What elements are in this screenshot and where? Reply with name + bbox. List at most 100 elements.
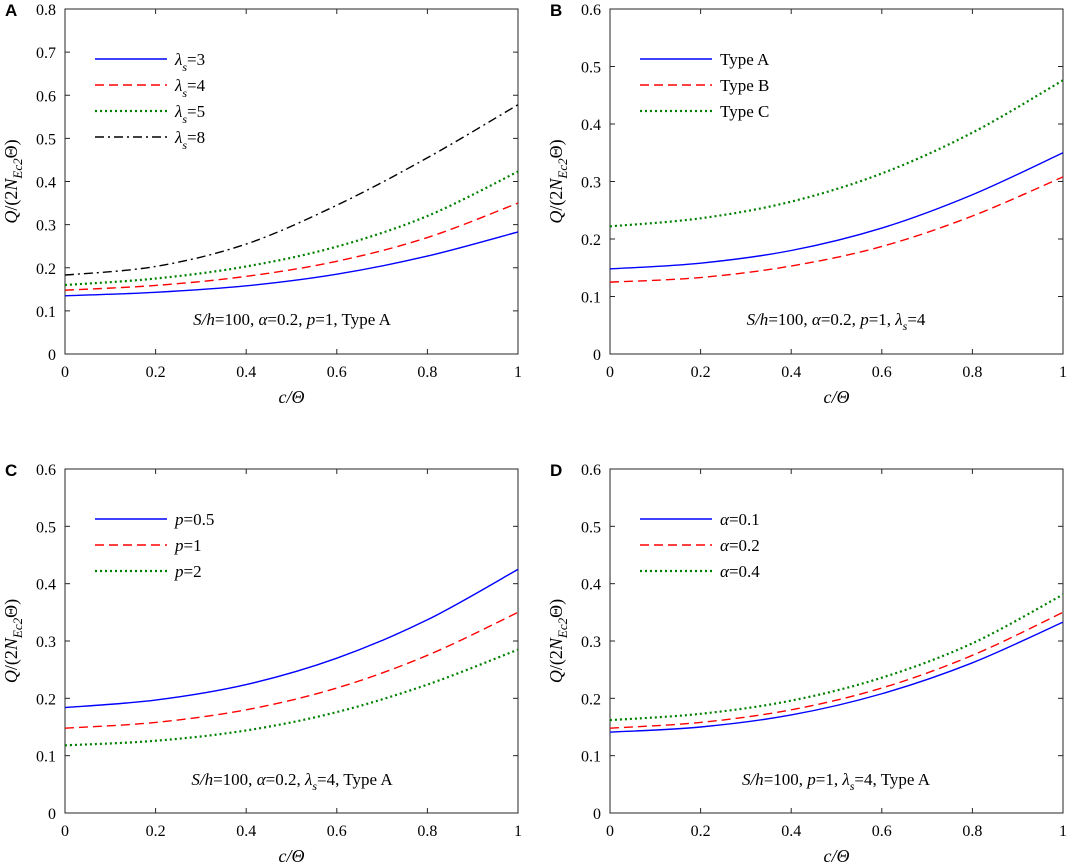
panel-label: B [550, 1, 562, 20]
annotation-part: =0.2, [821, 310, 860, 329]
y-tick-label: 0.1 [581, 290, 601, 307]
panel-label: C [5, 461, 17, 480]
y-label-part: /(2 [1, 191, 22, 211]
legend-main: λ [174, 50, 182, 69]
y-tick-label: 0.4 [36, 577, 56, 594]
series-line-4 [64, 104, 519, 276]
x-tick-label: 1 [1059, 364, 1067, 381]
y-label-sub: Ec2 [10, 617, 25, 639]
y-label-tail: Θ) [1, 139, 22, 158]
y-tick-label: 0.4 [581, 117, 601, 134]
y-label-q: Q [1, 211, 21, 224]
y-label-tail: Θ) [1, 599, 22, 618]
series-line-3 [64, 648, 519, 747]
annotation-part: =4 [907, 310, 926, 329]
y-axis-label: Q/(2NEc2Θ) [1, 139, 25, 223]
y-label-sub: Ec2 [555, 158, 570, 180]
annotation-part: =4, Type A [854, 770, 930, 789]
y-tick-label: 0.3 [581, 175, 601, 192]
annotation-part: s [850, 779, 855, 793]
y-tick-label: 0.1 [581, 749, 601, 766]
series-line-3 [64, 170, 519, 287]
plot-frame [609, 468, 1064, 814]
annotation-part: p [306, 310, 316, 329]
x-axis-label: c/Θ [824, 846, 850, 865]
legend-main: α [720, 536, 730, 555]
legend-entry-3: p=2 [174, 562, 202, 581]
annotation: S/h=100, α=0.2, p=1, Type A [193, 310, 391, 329]
annotation: S/h=100, p=1, λs=4, Type A [742, 770, 931, 793]
annotation-part: p [859, 310, 869, 329]
panel-label: D [550, 461, 562, 480]
y-axis-label: Q/(2NEc2Θ) [546, 599, 570, 683]
y-label-n: N [546, 637, 566, 651]
legend-main: p [174, 510, 184, 529]
x-tick-label: 0.6 [872, 823, 892, 840]
legend-entry-1: λs=3 [174, 50, 205, 74]
x-tick-label: 0.4 [781, 823, 801, 840]
x-tick-label: 1 [1059, 823, 1067, 840]
x-tick-label: 0.2 [691, 364, 711, 381]
legend-main: α [720, 510, 730, 529]
annotation-part: =0.2, [266, 770, 305, 789]
y-tick-label: 0.5 [36, 131, 56, 148]
annotation: S/h=100, α=0.2, p=1, λs=4 [747, 310, 926, 333]
chart-panel-c: 0 0.2 0.4 0.6 0.8 1 0 0.1 0.2 0.3 0.4 0.5 0.6 Cc/Θ Q/(… [1, 461, 522, 865]
legend-tail: =0.4 [729, 562, 760, 581]
annotation-part: α [812, 310, 822, 329]
x-tick-label: 0.8 [962, 364, 982, 381]
y-tick-label: 0.1 [36, 749, 56, 766]
legend-main: Type C [720, 102, 769, 121]
series-line-3 [609, 593, 1064, 722]
x-tick-label: 0 [606, 823, 614, 840]
y-tick-label: 0.6 [581, 462, 601, 479]
legend-entry-3: α=0.4 [720, 562, 760, 581]
legend-main: λ [174, 128, 182, 147]
legend-tail: =8 [187, 128, 205, 147]
x-tick-label: 1 [514, 364, 522, 381]
annotation-part: p [806, 770, 816, 789]
y-tick-label: 0.1 [36, 304, 56, 321]
series-line-2 [609, 611, 1064, 729]
annotation-part: λ [894, 310, 902, 329]
y-tick-label: 0.5 [36, 519, 56, 536]
legend-sub: s [182, 112, 187, 126]
annotation-part: λ [841, 770, 849, 789]
y-label-q: Q [546, 670, 566, 683]
y-tick-label: 0.8 [36, 2, 56, 19]
annotation-part: s [903, 319, 908, 333]
x-tick-label: 0.2 [146, 364, 166, 381]
legend-main: p [174, 562, 184, 581]
y-axis-label: Q/(2NEc2Θ) [546, 139, 570, 223]
y-tick-label: 0.5 [581, 519, 601, 536]
y-tick-label: 0.6 [36, 462, 56, 479]
legend-entry-2: p=1 [174, 536, 202, 555]
x-tick-label: 0 [61, 364, 69, 381]
y-tick-label: 0.7 [36, 45, 56, 62]
legend-entry-3: λs=5 [174, 102, 205, 126]
x-tick-label: 0.4 [236, 823, 256, 840]
annotation-part: S/h [191, 770, 213, 789]
x-tick-label: 0.2 [146, 823, 166, 840]
y-tick-label: 0 [593, 806, 601, 823]
legend-entry-1: p=0.5 [174, 510, 214, 529]
series-line-1 [64, 231, 519, 297]
series-line-2 [609, 176, 1064, 283]
y-label-tail: Θ) [546, 139, 567, 158]
y-tick-label: 0 [48, 347, 56, 364]
legend-entry-1: Type A [720, 50, 770, 69]
annotation-part: S/h [747, 310, 769, 329]
series-line-3 [609, 79, 1064, 228]
legend-tail: =1 [184, 536, 202, 555]
annotation: S/h=100, α=0.2, λs=4, Type A [191, 770, 393, 793]
y-tick-label: 0.2 [36, 691, 56, 708]
legend-main: α [720, 562, 730, 581]
legend-tail: =2 [184, 562, 202, 581]
legend-entry-2: λs=4 [174, 76, 206, 100]
y-label-q: Q [1, 670, 21, 683]
x-tick-label: 0.8 [962, 823, 982, 840]
annotation-part: =0.2, [267, 310, 306, 329]
x-axis-label: c/Θ [824, 387, 850, 407]
annotation-part: =1, Type A [315, 310, 391, 329]
x-tick-label: 0.6 [327, 364, 347, 381]
